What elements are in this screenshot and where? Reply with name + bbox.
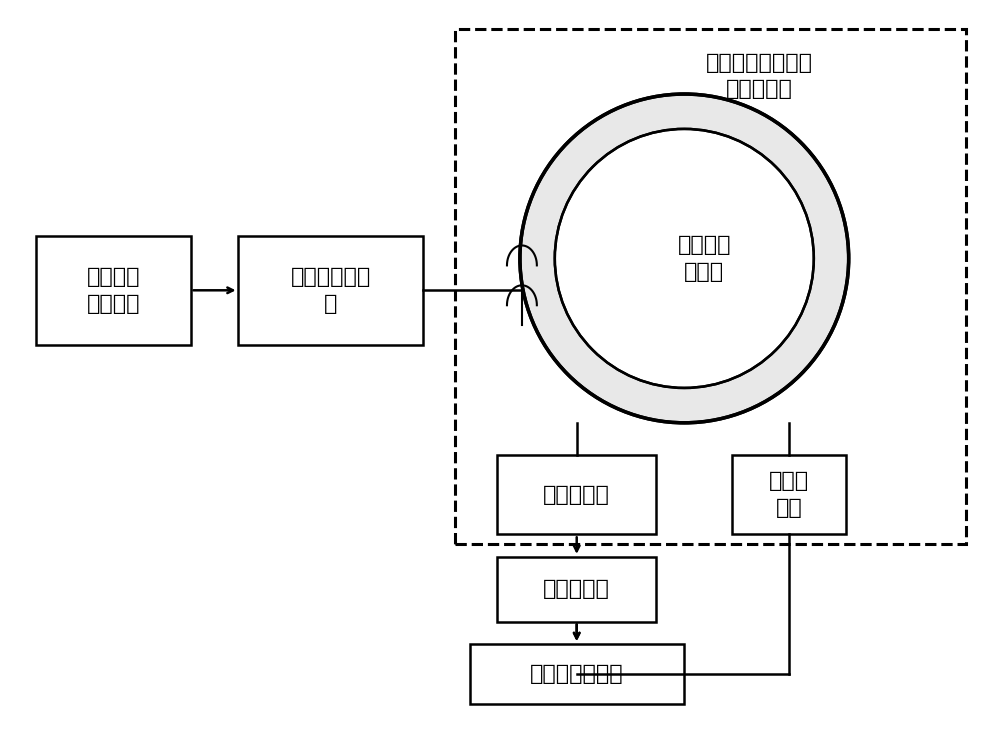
Bar (732, 455, 846, 534)
Text: 光纤电流
传感环: 光纤电流 传感环 (677, 235, 731, 282)
Text: 高速采集卡: 高速采集卡 (543, 579, 610, 599)
Text: 阶跃电流标准
源: 阶跃电流标准 源 (291, 267, 371, 313)
Bar (470, 644, 684, 704)
Text: 精密分流器: 精密分流器 (543, 485, 610, 505)
Circle shape (520, 94, 849, 423)
Bar (455, 30, 966, 545)
Circle shape (555, 129, 814, 388)
Text: 高精度信
号发生器: 高精度信 号发生器 (87, 267, 140, 313)
Text: 阶跃响应校验仪: 阶跃响应校验仪 (530, 664, 624, 684)
Bar (497, 556, 656, 622)
Text: 待测全光纤直流电
流测量装置: 待测全光纤直流电 流测量装置 (706, 53, 813, 99)
Text: 二次转
换器: 二次转 换器 (769, 471, 809, 518)
Bar (497, 455, 656, 534)
Bar (238, 236, 423, 345)
Bar (36, 236, 191, 345)
